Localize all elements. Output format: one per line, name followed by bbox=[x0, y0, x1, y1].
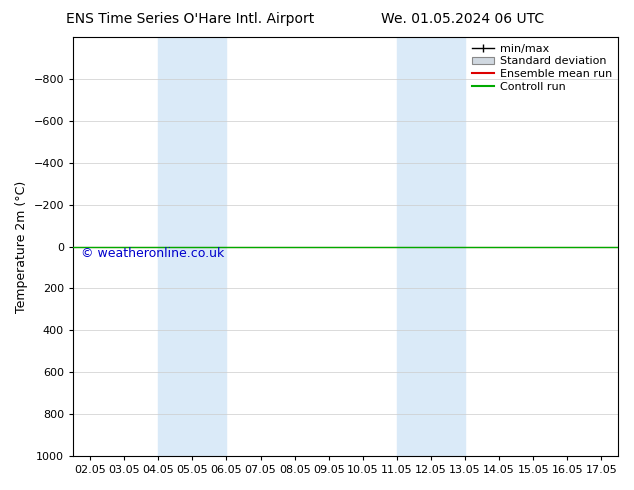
Bar bbox=[158, 37, 226, 456]
Text: ENS Time Series O'Hare Intl. Airport: ENS Time Series O'Hare Intl. Airport bbox=[66, 12, 314, 26]
Legend: min/max, Standard deviation, Ensemble mean run, Controll run: min/max, Standard deviation, Ensemble me… bbox=[467, 39, 616, 97]
Text: © weatheronline.co.uk: © weatheronline.co.uk bbox=[81, 246, 224, 260]
Y-axis label: Temperature 2m (°C): Temperature 2m (°C) bbox=[15, 180, 28, 313]
Text: We. 01.05.2024 06 UTC: We. 01.05.2024 06 UTC bbox=[381, 12, 545, 26]
Bar bbox=[397, 37, 465, 456]
